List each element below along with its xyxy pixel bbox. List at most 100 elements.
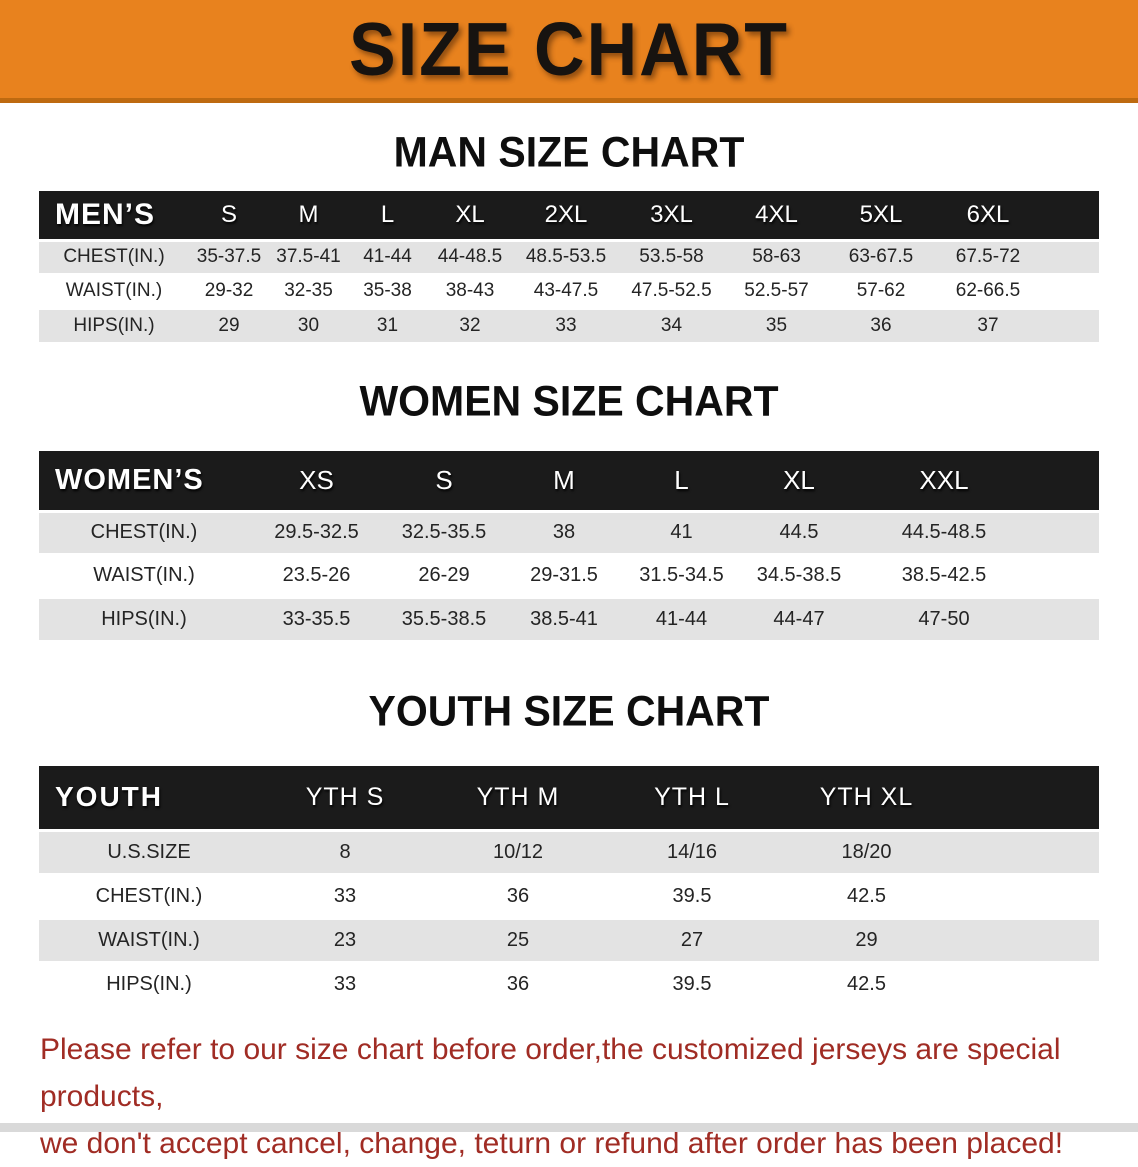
size-value: 62-66.5	[933, 272, 1043, 308]
size-value: 29	[779, 916, 954, 962]
size-value: 26-29	[384, 552, 504, 597]
row-label: CHEST(IN.)	[39, 872, 259, 918]
women-section-heading: WOMEN SIZE CHART	[359, 376, 779, 426]
size-column-header: YTH L	[605, 766, 779, 830]
size-value: 32	[427, 306, 513, 342]
size-value: 38.5-42.5	[859, 552, 1029, 597]
size-value: 36	[829, 306, 933, 342]
size-value: 63-67.5	[829, 238, 933, 274]
size-value: 23	[259, 916, 431, 962]
size-value: 41-44	[624, 595, 739, 640]
size-value: 30	[269, 306, 348, 342]
table-row: WAIST(IN.) 23 25 27 29	[39, 916, 1099, 962]
row-label: U.S.SIZE	[39, 828, 259, 874]
size-column-header: YTH XL	[779, 766, 954, 830]
size-value: 14/16	[605, 828, 779, 874]
row-label: WAIST(IN.)	[39, 552, 249, 597]
women-table-body: CHEST(IN.) 29.5-32.5 32.5-35.5 38 41 44.5 44.5…	[39, 509, 1099, 640]
size-value: 48.5-53.5	[513, 238, 619, 274]
size-value: 23.5-26	[249, 552, 384, 597]
size-value: 35-37.5	[189, 238, 269, 274]
size-column-header: XS	[249, 451, 384, 511]
size-value: 43-47.5	[513, 272, 619, 308]
size-column-header: L	[348, 191, 427, 240]
footer-disclaimer: Please refer to our size chart before or…	[40, 1026, 1138, 1167]
size-value: 52.5-57	[724, 272, 829, 308]
size-column-header: YTH M	[431, 766, 605, 830]
size-column-header: 2XL	[513, 191, 619, 240]
row-label: CHEST(IN.)	[39, 238, 189, 274]
size-value: 35.5-38.5	[384, 595, 504, 640]
size-column-header: XL	[427, 191, 513, 240]
table-row: CHEST(IN.) 29.5-32.5 32.5-35.5 38 41 44.5 44.5…	[39, 509, 1099, 554]
size-value: 29.5-32.5	[249, 509, 384, 554]
size-value: 58-63	[724, 238, 829, 274]
filler-cell	[1043, 306, 1099, 342]
filler-cell	[1043, 191, 1099, 240]
filler-cell	[954, 766, 1099, 830]
size-value: 31	[348, 306, 427, 342]
table-title: WOMEN’S	[39, 451, 249, 511]
filler-cell	[1029, 595, 1099, 640]
header-row: WOMEN’S XS S M L XL XXL	[39, 451, 1099, 511]
footer-line-1: Please refer to our size chart before or…	[40, 1033, 1061, 1113]
size-value: 36	[431, 872, 605, 918]
table-row: WAIST(IN.) 23.5-26 26-29 29-31.5 31.5-34.5 34…	[39, 552, 1099, 597]
size-chart-banner: SIZE CHART	[0, 0, 1138, 103]
row-label: WAIST(IN.)	[39, 272, 189, 308]
size-value: 29	[189, 306, 269, 342]
size-column-header: 5XL	[829, 191, 933, 240]
size-value: 33	[513, 306, 619, 342]
men-table-header: MEN’S S M L XL 2XL 3XL 4XL 5XL 6XL	[39, 191, 1099, 240]
size-value: 47-50	[859, 595, 1029, 640]
table-title: MEN’S	[39, 191, 189, 240]
size-value: 44.5	[739, 509, 859, 554]
size-value: 29-32	[189, 272, 269, 308]
size-value: 31.5-34.5	[624, 552, 739, 597]
header-row: YOUTH YTH S YTH M YTH L YTH XL	[39, 766, 1099, 830]
filler-cell	[954, 960, 1099, 1006]
row-label: CHEST(IN.)	[39, 509, 249, 554]
size-column-header: S	[384, 451, 504, 511]
filler-cell	[1029, 509, 1099, 554]
youth-table-header: YOUTH YTH S YTH M YTH L YTH XL	[39, 766, 1099, 830]
size-column-header: 6XL	[933, 191, 1043, 240]
size-value: 44-47	[739, 595, 859, 640]
youth-table-body: U.S.SIZE 8 10/12 14/16 18/20 CHEST(IN.) 33 36 39…	[39, 828, 1099, 1006]
table-row: U.S.SIZE 8 10/12 14/16 18/20	[39, 828, 1099, 874]
size-value: 36	[431, 960, 605, 1006]
row-label: HIPS(IN.)	[39, 595, 249, 640]
size-value: 37	[933, 306, 1043, 342]
size-value: 33	[259, 960, 431, 1006]
bottom-strip	[0, 1123, 1138, 1132]
size-value: 10/12	[431, 828, 605, 874]
size-value: 38.5-41	[504, 595, 624, 640]
size-value: 39.5	[605, 872, 779, 918]
youth-section-heading: YOUTH SIZE CHART	[368, 686, 770, 736]
table-title: YOUTH	[39, 766, 259, 830]
row-label: HIPS(IN.)	[39, 306, 189, 342]
row-label: HIPS(IN.)	[39, 960, 259, 1006]
filler-cell	[1043, 272, 1099, 308]
size-value: 33-35.5	[249, 595, 384, 640]
size-value: 35	[724, 306, 829, 342]
youth-size-table: YOUTH YTH S YTH M YTH L YTH XL U.S.SIZE 8 10/1…	[39, 766, 1099, 1006]
table-row: HIPS(IN.) 29 30 31 32 33 34 35 36 37	[39, 306, 1099, 342]
header-row: MEN’S S M L XL 2XL 3XL 4XL 5XL 6XL	[39, 191, 1099, 240]
table-row: HIPS(IN.) 33 36 39.5 42.5	[39, 960, 1099, 1006]
size-column-header: L	[624, 451, 739, 511]
size-value: 37.5-41	[269, 238, 348, 274]
size-column-header: YTH S	[259, 766, 431, 830]
size-value: 34	[619, 306, 724, 342]
filler-cell	[1043, 238, 1099, 274]
size-value: 33	[259, 872, 431, 918]
size-value: 27	[605, 916, 779, 962]
size-column-header: M	[504, 451, 624, 511]
size-value: 44-48.5	[427, 238, 513, 274]
size-value: 25	[431, 916, 605, 962]
size-value: 38-43	[427, 272, 513, 308]
size-column-header: XXL	[859, 451, 1029, 511]
size-value: 29-31.5	[504, 552, 624, 597]
banner-title: SIZE CHART	[349, 6, 789, 92]
filler-cell	[1029, 451, 1099, 511]
